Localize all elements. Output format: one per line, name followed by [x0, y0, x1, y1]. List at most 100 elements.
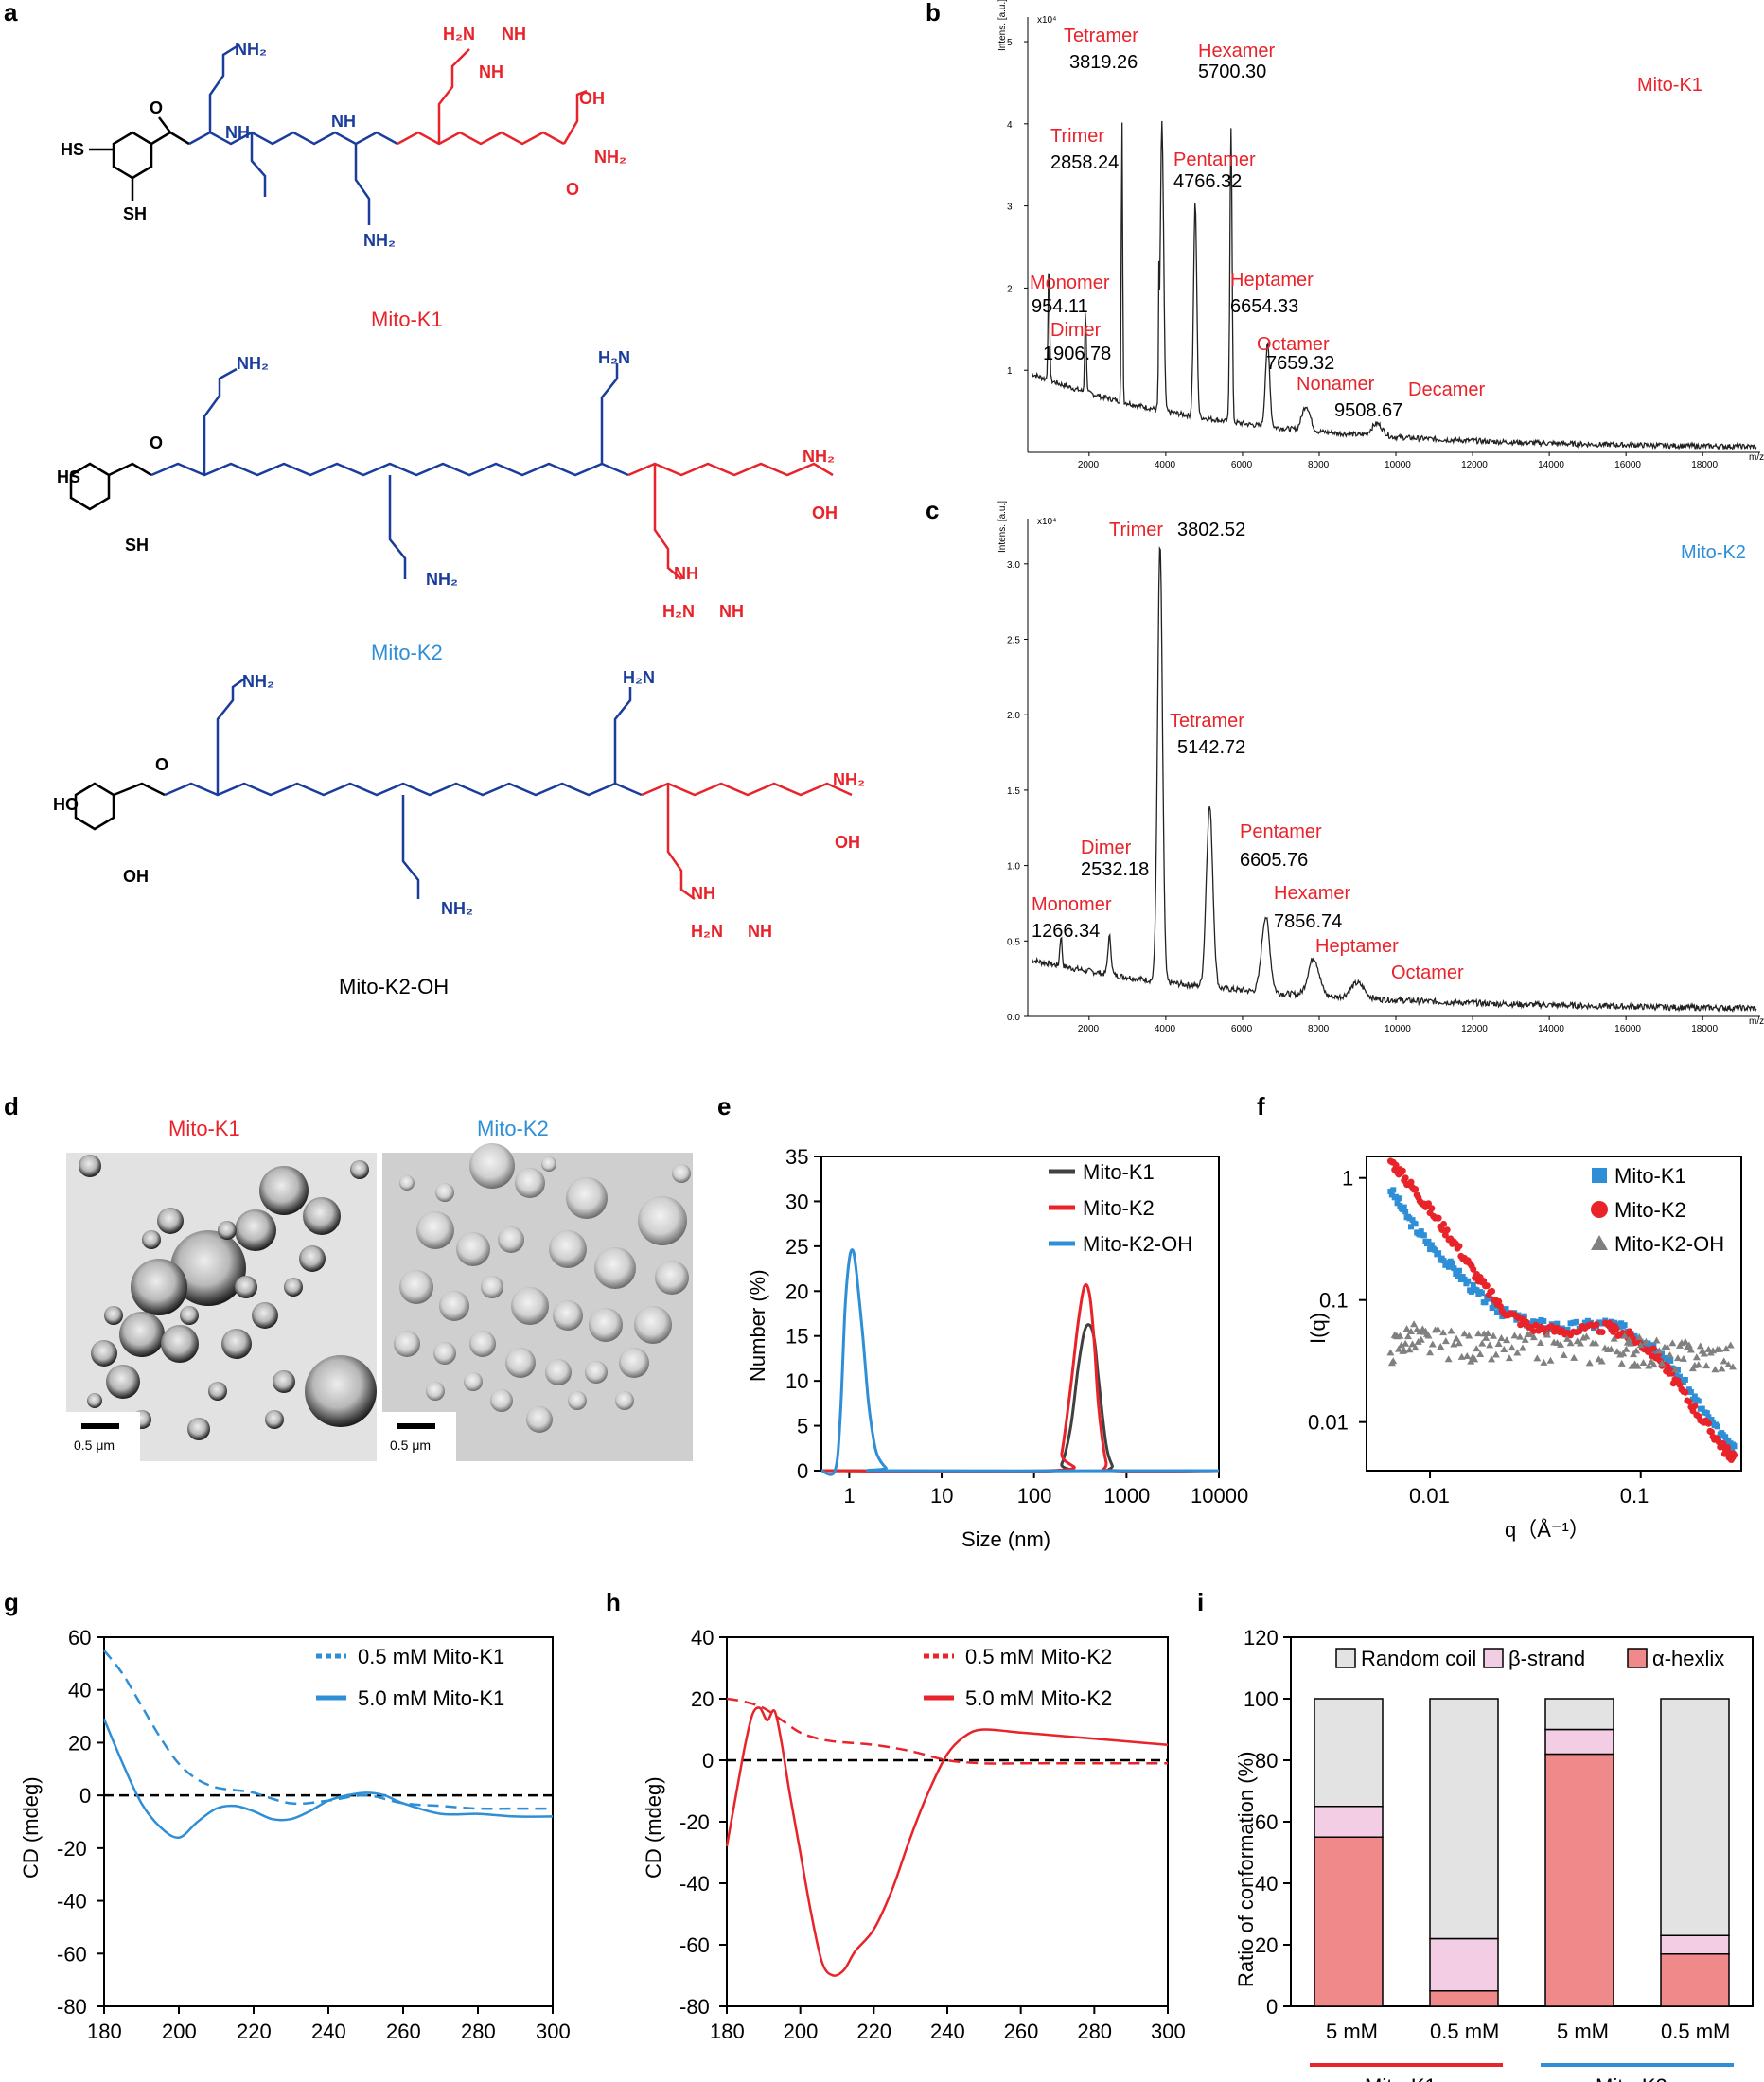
particle [350, 1160, 369, 1179]
x-tick-label: 10000 [1385, 1024, 1411, 1034]
y-tick-label: 0 [797, 1459, 808, 1483]
scale-bar [397, 1423, 435, 1429]
peak-name: Tetramer [1170, 711, 1244, 732]
peak-mass: 2858.24 [1050, 152, 1119, 173]
particle [526, 1406, 553, 1433]
particle [265, 1410, 284, 1429]
data-point [1681, 1337, 1689, 1345]
data-point [1726, 1341, 1735, 1349]
data-point [1720, 1357, 1728, 1365]
y-tick-label: 1.5 [1007, 786, 1020, 797]
x-tick-label: 16000 [1614, 1024, 1641, 1034]
data-point [1470, 1281, 1476, 1288]
x-tick-label: 6000 [1231, 460, 1253, 470]
data-point [1658, 1359, 1667, 1367]
chart-f-saxs: 0.01 0.1 0.01 0.1 1 q（Å⁻¹） I(q) Mito-K1 Mito-K2 M… [1306, 1156, 1742, 1542]
data-point [1576, 1339, 1584, 1347]
x-tick-label: 8000 [1308, 460, 1330, 470]
data-point [1718, 1365, 1726, 1372]
data-point [1394, 1345, 1402, 1352]
atom-oh: OH [579, 89, 605, 108]
atom-sh: SH [125, 536, 149, 555]
data-point [1560, 1351, 1568, 1359]
data-point [1649, 1361, 1658, 1368]
data-point [1480, 1278, 1488, 1285]
data-point [1411, 1344, 1420, 1351]
particle [426, 1382, 445, 1401]
particle [655, 1261, 689, 1295]
data-point [1483, 1282, 1491, 1290]
data-point [1455, 1243, 1463, 1250]
data-point [1532, 1321, 1540, 1329]
y-tick-label: 4 [1007, 120, 1013, 131]
particle [252, 1302, 278, 1329]
data-point [1691, 1393, 1698, 1400]
y-tick-label: 60 [68, 1626, 91, 1650]
peak-name: Heptamer [1315, 936, 1399, 957]
x-tick-label: 10000 [1385, 460, 1411, 470]
particle [481, 1276, 503, 1298]
data-point [1652, 1336, 1661, 1344]
peak-name: Octamer [1391, 962, 1464, 983]
data-point [1482, 1299, 1489, 1306]
data-point [1582, 1332, 1591, 1340]
particle [187, 1418, 210, 1440]
data-point [1490, 1332, 1498, 1339]
data-point [1491, 1350, 1500, 1358]
data-point [1610, 1334, 1618, 1342]
data-point [1570, 1353, 1579, 1361]
y-tick-label: 30 [785, 1190, 808, 1213]
legend-label: Mito-K1 [1614, 1164, 1686, 1188]
legend-marker [1591, 1201, 1608, 1218]
sample-name: Mito-K2 [1681, 542, 1746, 563]
y-tick-label: 40 [1255, 1872, 1278, 1896]
structure-mito-k1: HS SH O NH₂ NH₂ NH NH H₂N NH NH OH NH₂ O [61, 25, 626, 250]
bar-segment [1660, 1934, 1730, 1955]
data-point [1447, 1327, 1455, 1334]
series-line-1 [102, 1718, 554, 1839]
data-point [1424, 1332, 1433, 1339]
atom-nh: NH [691, 884, 715, 903]
peak-name: Monomer [1030, 273, 1110, 293]
structure-mito-k2: HS SH O NH₂ NH₂ H₂N NH H₂N NH NH₂ OH [57, 348, 838, 621]
data-point [1405, 1346, 1414, 1353]
y-tick-label: 25 [785, 1235, 808, 1259]
data-point [1636, 1341, 1645, 1349]
data-point [1620, 1332, 1629, 1339]
data-point [1729, 1363, 1738, 1370]
data-point [1510, 1332, 1519, 1339]
data-point [1460, 1330, 1469, 1337]
data-point [1703, 1410, 1710, 1417]
y-tick-label: 40 [68, 1679, 91, 1703]
data-point [1597, 1357, 1606, 1365]
legend-label: 0.5 mM Mito-K1 [358, 1645, 504, 1668]
data-point [1476, 1350, 1485, 1357]
panel-label-e: e [717, 1092, 731, 1120]
atom-nh2: NH₂ [426, 570, 458, 589]
data-point [1474, 1330, 1483, 1337]
y-tick-label: 2.0 [1007, 711, 1020, 721]
atom-nh: NH [719, 602, 744, 621]
y-tick-label: -40 [57, 1890, 87, 1914]
data-point [1725, 1438, 1732, 1444]
data-point [1536, 1338, 1544, 1346]
x-tick-label: 0.5 mM [1430, 2020, 1499, 2043]
peak-name: Hexamer [1198, 41, 1275, 62]
y-axis-label: CD (mdeg) [642, 1776, 665, 1879]
panel-label-a: a [4, 0, 18, 26]
data-point [1417, 1335, 1425, 1343]
atom-oh: OH [812, 503, 838, 522]
peak-name: Pentamer [1173, 150, 1256, 170]
sample-name: Mito-K1 [1637, 75, 1702, 96]
x-tick-label: 1 [843, 1484, 855, 1508]
y-exponent-label: x10⁴ [1037, 517, 1056, 527]
legend-marker [1591, 1235, 1608, 1250]
data-point [1407, 1178, 1415, 1186]
data-point [1700, 1350, 1708, 1357]
data-point [1457, 1352, 1466, 1360]
bar-segment [1314, 1806, 1384, 1838]
x-tick-label: 12000 [1461, 1024, 1488, 1034]
y-tick-label: 1 [1342, 1167, 1353, 1191]
data-point [1563, 1334, 1572, 1342]
x-tick-label: 1000 [1103, 1484, 1150, 1508]
